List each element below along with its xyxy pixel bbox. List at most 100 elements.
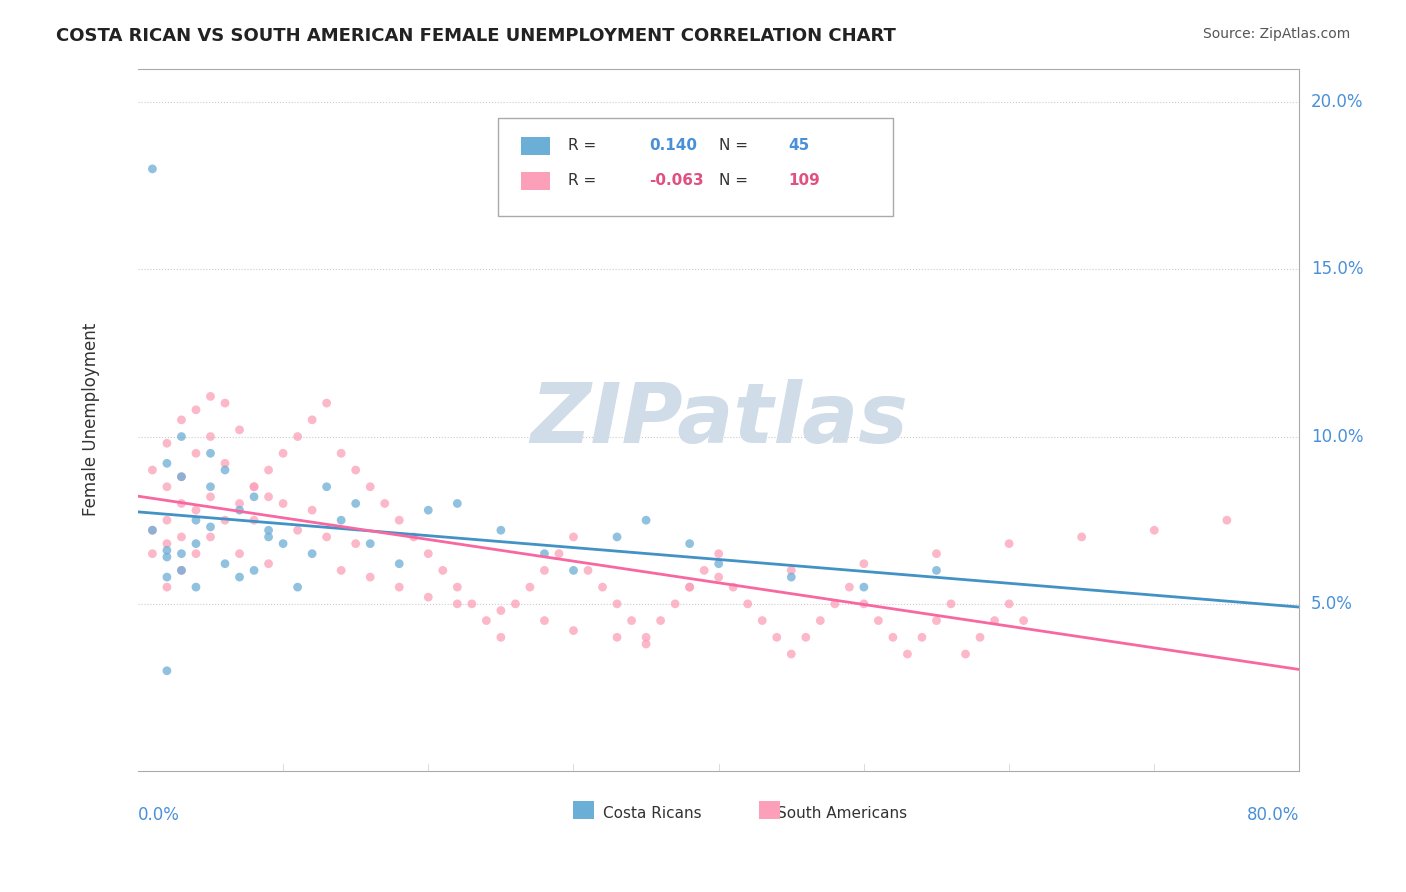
Point bbox=[998, 597, 1021, 611]
Point bbox=[548, 547, 571, 561]
Point bbox=[606, 530, 628, 544]
Point bbox=[562, 624, 585, 638]
FancyBboxPatch shape bbox=[574, 801, 595, 819]
Point bbox=[824, 597, 846, 611]
Point bbox=[257, 523, 280, 537]
Text: 20.0%: 20.0% bbox=[1312, 93, 1364, 111]
Point bbox=[852, 557, 875, 571]
Point bbox=[679, 536, 702, 550]
Point bbox=[214, 557, 236, 571]
Point bbox=[983, 614, 1005, 628]
Point bbox=[939, 597, 962, 611]
Point bbox=[868, 614, 890, 628]
Point bbox=[475, 614, 498, 628]
Point bbox=[243, 563, 266, 577]
Point bbox=[257, 557, 280, 571]
Point bbox=[287, 523, 309, 537]
Point bbox=[780, 563, 803, 577]
Point bbox=[519, 580, 541, 594]
Point bbox=[505, 597, 527, 611]
Point bbox=[693, 563, 716, 577]
Point bbox=[1143, 523, 1166, 537]
Point bbox=[707, 547, 730, 561]
Point bbox=[533, 547, 555, 561]
Point bbox=[214, 463, 236, 477]
Point bbox=[359, 536, 381, 550]
Point bbox=[200, 429, 222, 443]
Text: R =: R = bbox=[568, 138, 596, 153]
Point bbox=[301, 413, 323, 427]
Point bbox=[707, 570, 730, 584]
Point bbox=[592, 580, 614, 594]
Point bbox=[838, 580, 860, 594]
Point bbox=[243, 480, 266, 494]
Point bbox=[170, 530, 193, 544]
Point bbox=[576, 563, 599, 577]
Point bbox=[214, 513, 236, 527]
Point bbox=[489, 523, 512, 537]
Point bbox=[533, 563, 555, 577]
Point bbox=[636, 630, 658, 644]
Point bbox=[170, 563, 193, 577]
Point bbox=[852, 597, 875, 611]
Point bbox=[228, 547, 250, 561]
Text: Costa Ricans: Costa Ricans bbox=[603, 806, 702, 822]
Text: -0.063: -0.063 bbox=[650, 173, 703, 188]
Point bbox=[271, 496, 294, 510]
Point bbox=[780, 647, 803, 661]
Point bbox=[461, 597, 484, 611]
Point bbox=[330, 513, 353, 527]
Text: Female Unemployment: Female Unemployment bbox=[83, 323, 100, 516]
Point bbox=[287, 580, 309, 594]
Point bbox=[388, 513, 411, 527]
Point bbox=[170, 547, 193, 561]
Point bbox=[243, 513, 266, 527]
Point bbox=[1012, 614, 1035, 628]
Point bbox=[737, 597, 759, 611]
Point bbox=[228, 423, 250, 437]
Point bbox=[794, 630, 817, 644]
Point bbox=[228, 496, 250, 510]
Point bbox=[156, 664, 179, 678]
Point bbox=[808, 614, 831, 628]
Point bbox=[330, 446, 353, 460]
Point bbox=[170, 413, 193, 427]
Point bbox=[969, 630, 991, 644]
Point bbox=[636, 637, 658, 651]
Point bbox=[271, 446, 294, 460]
Point bbox=[650, 614, 672, 628]
Point bbox=[1216, 513, 1239, 527]
Text: 109: 109 bbox=[789, 173, 820, 188]
Point bbox=[620, 614, 643, 628]
Point bbox=[344, 463, 367, 477]
Point bbox=[184, 446, 207, 460]
Point bbox=[388, 580, 411, 594]
Point bbox=[243, 480, 266, 494]
Point bbox=[925, 614, 948, 628]
FancyBboxPatch shape bbox=[522, 137, 550, 154]
Point bbox=[344, 496, 367, 510]
Point bbox=[170, 496, 193, 510]
Point bbox=[896, 647, 918, 661]
Point bbox=[679, 580, 702, 594]
FancyBboxPatch shape bbox=[522, 172, 550, 190]
Text: R =: R = bbox=[568, 173, 596, 188]
Point bbox=[315, 530, 337, 544]
Point bbox=[780, 570, 803, 584]
Point bbox=[156, 513, 179, 527]
FancyBboxPatch shape bbox=[498, 118, 893, 216]
Point bbox=[170, 429, 193, 443]
Point bbox=[1070, 530, 1092, 544]
Text: N =: N = bbox=[718, 173, 748, 188]
Point bbox=[679, 580, 702, 594]
Point bbox=[765, 630, 787, 644]
Point bbox=[388, 557, 411, 571]
Point bbox=[156, 543, 179, 558]
Text: 10.0%: 10.0% bbox=[1312, 427, 1364, 446]
Point bbox=[315, 480, 337, 494]
Point bbox=[533, 614, 555, 628]
Point bbox=[141, 547, 163, 561]
Text: 5.0%: 5.0% bbox=[1312, 595, 1353, 613]
Point bbox=[200, 446, 222, 460]
Text: COSTA RICAN VS SOUTH AMERICAN FEMALE UNEMPLOYMENT CORRELATION CHART: COSTA RICAN VS SOUTH AMERICAN FEMALE UNE… bbox=[56, 27, 896, 45]
